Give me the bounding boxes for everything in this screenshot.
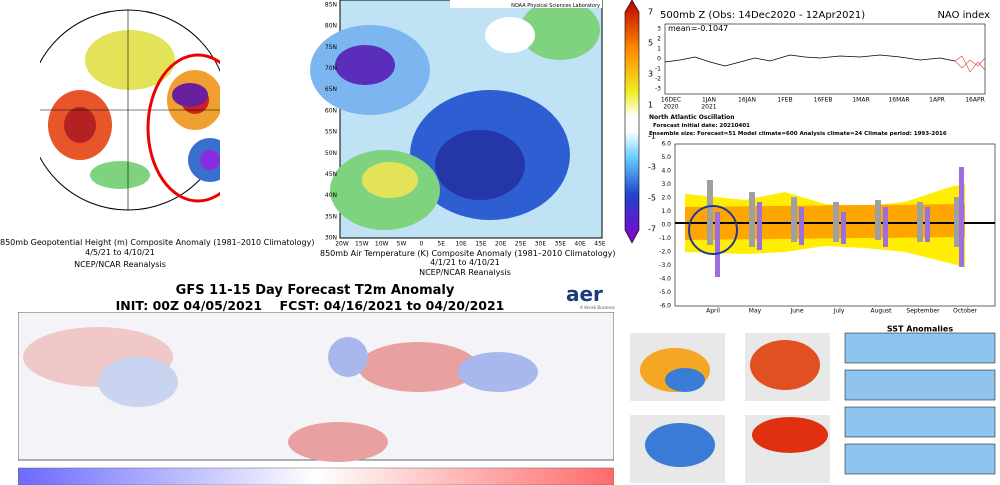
y-tick-label: -1 bbox=[655, 66, 661, 73]
x-tick-label: 2020 bbox=[663, 104, 678, 111]
lon-label: 35E bbox=[555, 241, 567, 248]
lon-label: 30E bbox=[535, 241, 547, 248]
lat-label: 55N bbox=[325, 129, 337, 136]
title: 500mb Z (Obs: 14Dec2020 - 12Apr2021) bbox=[660, 10, 865, 21]
title: North Atlantic Oscillation bbox=[649, 114, 735, 121]
x-tick-label: 16FEB bbox=[814, 97, 833, 104]
index-label: NAO index bbox=[937, 10, 990, 21]
logo: aer bbox=[566, 282, 603, 306]
colorbar: 7 5 3 1 -1 -3 -5 -7 bbox=[624, 0, 656, 244]
gfs-title: GFS 11-15 Day Forecast T2m Anomaly bbox=[175, 283, 455, 298]
lon-label: 15W bbox=[355, 241, 369, 248]
polar-map bbox=[40, 9, 220, 211]
lon-label: 20W bbox=[335, 241, 349, 248]
colorbar-label: -7 bbox=[648, 225, 656, 234]
y-tick-label: -3 bbox=[655, 86, 661, 93]
caption: 850mb Air Temperature (K) Composite Anom… bbox=[320, 249, 616, 258]
gfs-subtitle: INIT: 00Z 04/05/2021 FCST: 04/16/2021 to… bbox=[115, 298, 505, 313]
y-tick-label: 2 bbox=[657, 36, 661, 43]
x-tick-label: 16APR bbox=[965, 97, 985, 104]
lon-label: 5E bbox=[437, 241, 445, 248]
month-label: July bbox=[833, 308, 845, 315]
month-label: June bbox=[789, 308, 803, 315]
y-tick-label: -2 bbox=[655, 76, 661, 83]
credit: NOAA Physical Sciences Laboratory bbox=[511, 3, 600, 9]
colorbar-label: 5 bbox=[648, 39, 653, 48]
y-tick-label: 2.0 bbox=[661, 195, 671, 202]
y-tick-label: 5.0 bbox=[661, 154, 671, 161]
lat-label: 65N bbox=[325, 86, 337, 93]
lon-label: 5W bbox=[397, 241, 407, 248]
month-label: September bbox=[906, 308, 940, 315]
y-tick-label: 3 bbox=[657, 26, 661, 33]
gfs-map bbox=[18, 312, 614, 485]
lon-label: 10W bbox=[375, 241, 389, 248]
x-tick-label: 1APR bbox=[929, 97, 945, 104]
lat-label: 35N bbox=[325, 213, 337, 220]
colorbar-label: 7 bbox=[648, 8, 653, 17]
x-tick-label: 1JAN bbox=[702, 97, 716, 104]
caption: 850mb Geopotential Height (m) Composite … bbox=[0, 238, 315, 247]
colorbar-label: 1 bbox=[648, 101, 653, 110]
y-tick-label: 1 bbox=[657, 46, 661, 53]
x-tick-label: 1MAR bbox=[852, 97, 869, 104]
y-tick-label: -2.0 bbox=[659, 249, 671, 256]
init: Forecast initial date: 20210401 bbox=[653, 123, 750, 129]
y-tick-label: 6.0 bbox=[661, 141, 671, 148]
x-tick-label: 16JAN bbox=[738, 97, 756, 104]
lon-label: 25E bbox=[515, 241, 527, 248]
y-tick-label: 0 bbox=[657, 56, 661, 63]
lon-label: 10E bbox=[455, 241, 467, 248]
colorbar-label: -3 bbox=[648, 163, 656, 172]
lon-label: 20E bbox=[495, 241, 507, 248]
lon-label: 40E bbox=[574, 241, 586, 248]
nao-forecast-chart: North Atlantic Oscillation Forecast init… bbox=[649, 114, 996, 315]
y-tick-label: 4.0 bbox=[661, 168, 671, 175]
colorbar-label: -5 bbox=[648, 194, 656, 203]
y-tick-label: -1.0 bbox=[659, 235, 671, 242]
ensemble: Ensemble size: Forecast=51 Model climate… bbox=[649, 131, 947, 137]
lat-label: 50N bbox=[325, 150, 337, 157]
europe-map: NOAA Physical Sciences Laboratory 85N 80N… bbox=[310, 0, 606, 248]
lon-label: 45E bbox=[594, 241, 606, 248]
dates: 4/5/21 to 4/10/21 bbox=[85, 248, 155, 257]
y-tick-label: 1.0 bbox=[661, 208, 671, 215]
x-tick-label: 16DEC bbox=[661, 97, 681, 104]
source: NCEP/NCAR Reanalysis bbox=[419, 268, 511, 277]
sst-title: SST Anomalies bbox=[887, 325, 953, 334]
x-tick-label: 2021 bbox=[701, 104, 716, 111]
thumbnails: SST Anomalies bbox=[630, 325, 996, 483]
lat-label: 70N bbox=[325, 65, 337, 72]
lat-label: 80N bbox=[325, 23, 337, 30]
lon-label: 0 bbox=[419, 241, 423, 248]
dates: 4/1/21 to 4/10/21 bbox=[430, 258, 500, 267]
lat-label: 60N bbox=[325, 107, 337, 114]
month-label: August bbox=[871, 308, 893, 315]
lat-label: 30N bbox=[325, 235, 337, 242]
nao-obs-chart: 500mb Z (Obs: 14Dec2020 - 12Apr2021) NAO… bbox=[655, 10, 990, 111]
month-label: April bbox=[706, 308, 720, 315]
y-tick-label: -6.0 bbox=[659, 303, 671, 310]
month-label: May bbox=[749, 308, 762, 315]
lat-label: 75N bbox=[325, 44, 337, 51]
lon-label: 15E bbox=[475, 241, 487, 248]
y-tick-label: 3.0 bbox=[661, 181, 671, 188]
x-tick-label: 1FEB bbox=[777, 97, 792, 104]
colorbar-label: -1 bbox=[648, 132, 656, 141]
colorbar-label: 3 bbox=[648, 70, 653, 79]
source: NCEP/NCAR Reanalysis bbox=[74, 260, 166, 269]
y-tick-label: 0.0 bbox=[661, 222, 671, 229]
y-tick-label: -4.0 bbox=[659, 276, 671, 283]
lat-label: 40N bbox=[325, 192, 337, 199]
x-tick-label: 16MAR bbox=[888, 97, 909, 104]
lat-label: 85N bbox=[325, 2, 337, 9]
y-tick-label: -5.0 bbox=[659, 289, 671, 296]
logo-sub: A Verisk Business bbox=[580, 305, 615, 310]
lat-label: 45N bbox=[325, 171, 337, 178]
y-tick-label: -3.0 bbox=[659, 262, 671, 269]
month-label: October bbox=[953, 308, 978, 315]
mean: mean=-0.1047 bbox=[668, 24, 728, 33]
